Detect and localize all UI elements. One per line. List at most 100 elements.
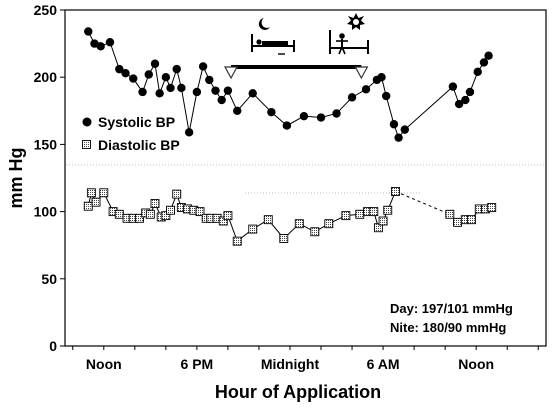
systolic-point: [129, 74, 138, 83]
systolic-point: [377, 73, 386, 82]
systolic-point: [96, 42, 105, 51]
systolic-point: [282, 121, 292, 130]
x-tick-label: 6 AM: [367, 356, 400, 372]
diastolic-point: [369, 207, 379, 217]
legend-marker-diastolic: [82, 140, 91, 149]
systolic-point: [84, 27, 93, 36]
diastolic-point: [86, 188, 96, 198]
day-average-text: Day: 197/101 mmHg: [390, 301, 513, 316]
diastolic-point: [355, 209, 365, 219]
systolic-point: [192, 87, 202, 97]
legend-marker-systolic: [82, 117, 92, 127]
diastolic-point: [378, 216, 388, 226]
diastolic-point: [166, 205, 175, 215]
y-tick-label: 250: [34, 2, 58, 18]
diastolic-point: [279, 234, 289, 243]
diastolic-point: [341, 211, 351, 221]
diastolic-point: [445, 209, 455, 219]
systolic-point: [448, 82, 458, 91]
diastolic-point: [218, 216, 228, 226]
y-axis: 0 50 100 150 200 250: [34, 2, 65, 354]
y-tick-label: 0: [49, 338, 57, 354]
systolic-point: [198, 62, 208, 71]
systolic-point: [316, 113, 326, 122]
systolic-point: [223, 86, 233, 95]
diastolic-point: [310, 227, 320, 237]
systolic-point: [484, 51, 493, 60]
systolic-point: [217, 95, 226, 105]
systolic-point: [248, 89, 257, 98]
diastolic-point: [232, 236, 242, 246]
diastolic-point: [487, 203, 497, 213]
systolic-point: [172, 64, 181, 74]
systolic-point: [150, 59, 160, 68]
systolic-point: [177, 83, 186, 93]
systolic-point: [394, 133, 403, 142]
diastolic-point: [223, 211, 233, 221]
sleep-start-arrowhead: [224, 66, 239, 80]
night-average-text: Nite: 180/90 mmHg: [390, 320, 506, 335]
sleeping-in-bed-icon: [251, 34, 295, 55]
y-tick-label: 50: [41, 271, 57, 287]
diastolic-point: [150, 199, 160, 208]
y-tick-label: 150: [34, 136, 58, 152]
systolic-point: [211, 86, 220, 95]
systolic-point: [144, 70, 153, 79]
systolic-point: [454, 99, 464, 109]
y-axis-title: mm Hg: [6, 147, 26, 208]
systolic-point: [155, 89, 164, 98]
diastolic-point: [114, 209, 124, 219]
diastolic-point: [453, 217, 463, 227]
diastolic-point: [383, 205, 393, 215]
x-tick-label: Noon: [86, 356, 122, 372]
systolic-point: [138, 87, 147, 97]
diastolic-point: [99, 188, 109, 198]
x-axis: Noon 6 PM Midnight 6 AM Noon: [72, 346, 539, 372]
x-tick-label: Midnight: [261, 356, 320, 372]
x-tick-label: 6 PM: [181, 356, 214, 372]
systolic-point: [381, 91, 391, 101]
y-tick-label: 100: [34, 204, 58, 220]
systolic-point: [400, 125, 410, 134]
systolic-point: [347, 93, 357, 102]
x-tick-label: Noon: [458, 356, 494, 372]
systolic-point: [389, 120, 399, 129]
sleep-period-annotation: [224, 13, 369, 80]
systolic-point: [479, 58, 489, 67]
legend: Systolic BP Diastolic BP: [82, 114, 180, 153]
diastolic-point: [195, 207, 205, 217]
legend-label-diastolic: Diastolic BP: [98, 137, 180, 153]
systolic-point: [267, 107, 276, 117]
systolic-point: [205, 75, 214, 85]
y-tick-label: 200: [34, 69, 58, 85]
waking-up-icon: [329, 30, 369, 55]
moon-icon: [258, 18, 270, 30]
diastolic-point: [91, 197, 101, 207]
diastolic-point: [248, 224, 258, 234]
systolic-gap-connector: [404, 86, 454, 130]
diastolic-point: [373, 223, 383, 233]
systolic-point: [461, 95, 470, 105]
systolic-point: [166, 83, 175, 93]
systolic-point: [233, 106, 242, 116]
diastolic-point: [145, 209, 155, 219]
x-axis-title: Hour of Application: [215, 382, 381, 402]
systolic-point: [299, 111, 309, 121]
diastolic-point: [467, 215, 476, 225]
systolic-point: [115, 64, 124, 74]
wake-arrowhead: [354, 66, 369, 80]
systolic-point: [105, 38, 115, 47]
legend-label-systolic: Systolic BP: [98, 114, 175, 130]
diastolic-point: [391, 186, 400, 196]
plot-frame: [64, 9, 547, 347]
systolic-point: [121, 68, 130, 78]
diastolic-point: [172, 189, 182, 199]
diastolic-point: [263, 215, 273, 225]
systolic-point: [161, 73, 171, 82]
systolic-point: [332, 109, 341, 118]
data-series: [83, 27, 497, 246]
diastolic-point: [135, 213, 144, 223]
diastolic-point: [294, 219, 304, 229]
diastolic-point: [324, 219, 334, 229]
